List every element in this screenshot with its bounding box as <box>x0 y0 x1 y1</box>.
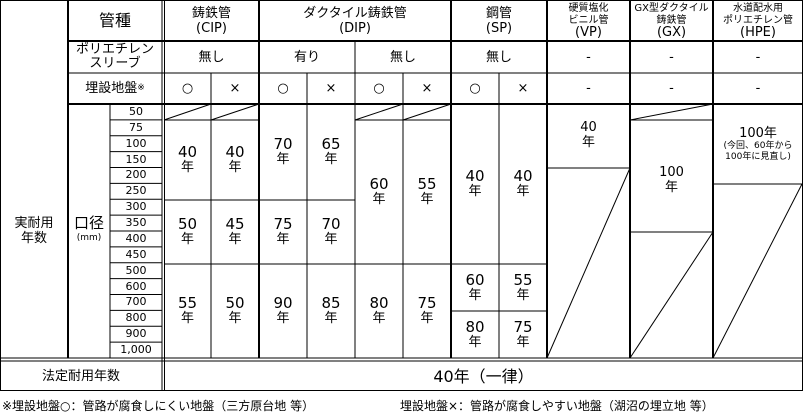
dip-sleeve-without: 無し <box>389 49 416 65</box>
header-vp: 硬質塩化 ビニル管 (VP) <box>568 2 609 40</box>
cip-good-life: 50 年 <box>177 215 198 248</box>
footnote-bad-ground: 埋設地盤×：管路が腐食しやすい地盤（湖沼の埋立地 等） <box>400 399 714 413</box>
sp-sleeve: 無し <box>485 49 512 65</box>
vp-sleeve: - <box>586 49 591 65</box>
dip-without-good-life: 60 年 <box>369 175 389 208</box>
cip-good-life: 40 年 <box>177 143 198 176</box>
hpe-ground: - <box>755 81 761 96</box>
diameter-value: 900 <box>125 327 147 341</box>
hpe-life: 100年 (今回、60年から 100年に見直し) <box>723 125 793 162</box>
dip-without-bad-life: 55 年 <box>417 175 437 208</box>
dip-with-good-life: 75 年 <box>273 215 293 248</box>
dip-with-bad-life: 70 年 <box>321 215 341 248</box>
hpe-sleeve: - <box>755 49 761 65</box>
header-dip: ダクタイル鋳鉄管 (DIP) <box>303 5 407 36</box>
dip-with-good-life: 90 年 <box>273 294 293 327</box>
cip-bad-life: 50 年 <box>225 294 245 327</box>
dip-with-ground-bad: × <box>325 81 337 96</box>
diameter-value: 150 <box>125 152 147 166</box>
dip-with-bad-life: 65 年 <box>321 135 341 168</box>
diameter-value: 350 <box>125 216 147 230</box>
diameter-value: 300 <box>125 200 147 214</box>
cip-ground-bad: × <box>229 81 241 96</box>
sp-good-life: 60 年 <box>465 270 485 303</box>
header-hpe: 水道配水用 ポリエチレン管 (HPE) <box>723 2 793 40</box>
cip-sleeve: 無し <box>198 49 225 65</box>
diameter-value: 200 <box>125 168 147 182</box>
gx-sleeve: - <box>669 49 674 65</box>
diameter-value: 100 <box>125 136 147 150</box>
gx-life: 100 年 <box>659 165 684 195</box>
diameter-label: 口径 (mm) <box>73 214 104 244</box>
diameter-value: 800 <box>125 311 147 325</box>
header-cip: 鋳鉄管 (CIP) <box>191 5 231 36</box>
dip-with-good-life: 70 年 <box>273 135 293 168</box>
diameter-value: 600 <box>125 279 147 293</box>
dip-with-bad-life: 85 年 <box>321 294 341 327</box>
cip-bad-life: 45 年 <box>225 215 245 248</box>
pipe-type-label: 管種 <box>98 11 131 30</box>
vp-ground: - <box>586 81 591 96</box>
diameter-value: 50 <box>129 104 143 118</box>
diameter-value: 400 <box>125 231 147 245</box>
diameter-value: 1,000 <box>120 343 152 357</box>
header-sp: 鋼管 (SP) <box>485 5 513 36</box>
diameter-value: 250 <box>125 184 147 198</box>
actual-life-label: 実耐用 年数 <box>14 216 54 246</box>
dip-sleeve-with: 有り <box>293 49 320 65</box>
dip-without-bad-life: 75 年 <box>417 294 437 327</box>
diameter-value: 700 <box>125 295 147 309</box>
sp-bad-life: 75 年 <box>513 317 533 350</box>
cip-bad-life: 40 年 <box>225 143 245 176</box>
sp-good-life: 80 年 <box>465 317 485 350</box>
sp-bad-life: 40 年 <box>513 167 533 200</box>
dip-without-ground-good: ○ <box>373 81 385 96</box>
legal-life-value: 40年（一律） <box>433 366 534 386</box>
diameter-value: 450 <box>125 247 147 261</box>
sp-bad-life: 55 年 <box>513 270 533 303</box>
cip-ground-good: ○ <box>181 81 194 96</box>
dip-without-ground-bad: × <box>421 81 433 96</box>
legal-life-label: 法定耐用年数 <box>41 368 120 384</box>
diameter-value: 75 <box>129 120 143 134</box>
footnote-good-ground: ※埋設地盤○：管路が腐食しにくい地盤（三方原台地 等） <box>2 399 315 413</box>
sp-ground-good: ○ <box>469 81 481 96</box>
header-gx: GX型ダクタイル 鋳鉄管 (GX) <box>634 2 709 40</box>
dip-without-good-life: 80 年 <box>369 294 389 327</box>
cip-good-life: 55 年 <box>177 294 198 327</box>
vp-life: 40 年 <box>580 120 597 150</box>
sp-good-life: 40 年 <box>465 167 485 200</box>
diameter-value: 500 <box>125 263 147 277</box>
not-applicable-diagonals <box>163 103 803 359</box>
dip-with-ground-good: ○ <box>277 81 289 96</box>
ground-label: 埋設地盤 ※ <box>85 81 145 96</box>
sleeve-label: ポリエチレン スリーブ <box>75 42 154 71</box>
gx-ground: - <box>669 81 674 96</box>
sp-ground-bad: × <box>517 81 529 96</box>
